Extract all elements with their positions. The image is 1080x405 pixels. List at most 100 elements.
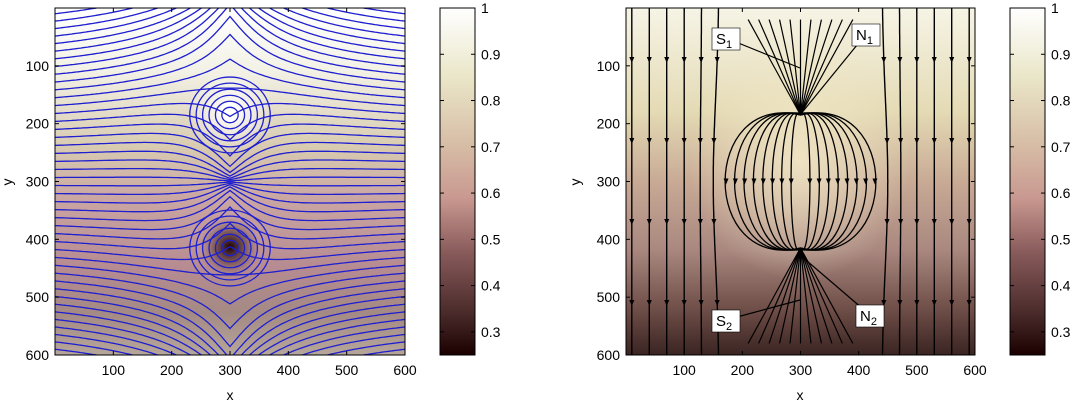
right-arrow-head bbox=[681, 218, 687, 225]
right-arrow-head bbox=[664, 218, 670, 225]
left-ytick-label: 600 bbox=[26, 347, 50, 363]
left-level-line bbox=[55, 150, 405, 177]
right-ytick-label: 300 bbox=[597, 174, 621, 190]
annotation-box bbox=[851, 23, 881, 47]
left-level-lines bbox=[55, 8, 405, 355]
right-inflow-line bbox=[799, 19, 823, 116]
left-level-line bbox=[55, 87, 405, 107]
right-colorbar: 0.3 0.4 0.5 0.6 0.7 0.8 0.9 1 bbox=[1009, 0, 1071, 356]
left-level-line bbox=[55, 318, 405, 355]
right-arrow-head bbox=[931, 218, 937, 225]
left-level-line bbox=[55, 186, 405, 213]
left-colorbar-tick-label: 0.7 bbox=[481, 139, 501, 155]
left-min-contour bbox=[201, 221, 259, 275]
left-level-line bbox=[55, 8, 405, 45]
left-min-contour bbox=[221, 239, 239, 257]
left-xlabel: x bbox=[227, 387, 234, 403]
right-inflow-line bbox=[789, 19, 802, 116]
right-arrow-head bbox=[760, 178, 766, 185]
right-colorbar-tick-label: 0.8 bbox=[1051, 93, 1071, 109]
annotation-sub: 1 bbox=[867, 35, 873, 47]
left-level-line bbox=[55, 295, 405, 355]
left-min-contour bbox=[214, 233, 246, 263]
right-arrow-head bbox=[949, 138, 955, 145]
right-arrow-head bbox=[863, 178, 869, 185]
right-arrow-head bbox=[751, 178, 757, 185]
right-inflow-line bbox=[799, 247, 854, 344]
right-ytick-label: 500 bbox=[597, 289, 621, 305]
right-xtick-label: 400 bbox=[847, 362, 871, 378]
annotation-label: N1 bbox=[856, 27, 873, 47]
right-xtick-label: 300 bbox=[789, 362, 813, 378]
right-arrow-head bbox=[697, 138, 703, 145]
left-min-contour bbox=[189, 209, 271, 287]
right-ytick-label: 100 bbox=[597, 58, 621, 74]
right-arrow-head bbox=[914, 218, 920, 225]
right-inflow-line bbox=[799, 247, 823, 344]
annotation-sub: 1 bbox=[726, 39, 732, 51]
left-level-line bbox=[55, 195, 405, 231]
left-level-line bbox=[55, 264, 405, 305]
right-arrow-head bbox=[816, 178, 822, 185]
left-max-contour bbox=[189, 76, 271, 154]
right-streamline bbox=[881, 8, 889, 355]
left-ytick-label: 400 bbox=[26, 231, 50, 247]
right-arrow-head bbox=[681, 299, 687, 306]
right-plot-area bbox=[626, 8, 975, 355]
left-level-line bbox=[55, 189, 405, 222]
right-arrow-head bbox=[714, 57, 720, 64]
right-arrow-head bbox=[723, 178, 729, 185]
left-level-line bbox=[55, 245, 405, 261]
left-max-contour bbox=[214, 100, 246, 130]
left-level-line bbox=[55, 113, 405, 141]
left-xtick-label: 100 bbox=[102, 362, 126, 378]
right-arrows bbox=[629, 57, 972, 306]
right-inflow-line bbox=[799, 247, 843, 344]
right-inflow-line bbox=[778, 247, 802, 344]
right-arrow-head bbox=[681, 138, 687, 145]
left-level-line bbox=[55, 8, 405, 60]
right-inflow-line bbox=[799, 247, 812, 344]
left-max-contour bbox=[201, 88, 259, 142]
right-inflow-line bbox=[747, 19, 802, 116]
right-arrow-head bbox=[966, 57, 972, 64]
right-inflow-line bbox=[799, 19, 833, 116]
left-level-line bbox=[55, 159, 405, 179]
right-arrow-head bbox=[629, 138, 635, 145]
left-level-line bbox=[55, 132, 405, 168]
left-xtick-label: 300 bbox=[218, 362, 242, 378]
right-colorbar-tick-label: 0.4 bbox=[1051, 278, 1071, 294]
right-arrow-head bbox=[697, 218, 703, 225]
left-colorbar-tick-label: 0.4 bbox=[481, 278, 501, 294]
annotation-main: S bbox=[716, 313, 726, 330]
right-colorbar-gradient bbox=[1009, 7, 1046, 356]
left-ytick-label: 100 bbox=[26, 58, 50, 74]
right-arrow-head bbox=[825, 178, 831, 185]
right-ytick-label: 600 bbox=[597, 347, 621, 363]
right-arrow-head bbox=[881, 57, 887, 64]
left-level-line bbox=[55, 176, 405, 182]
right-xtick-label: 100 bbox=[672, 362, 696, 378]
right-colorbar-tick-label: 0.9 bbox=[1051, 46, 1071, 62]
right-arrow-head bbox=[629, 218, 635, 225]
left-plot-area bbox=[55, 8, 405, 355]
right-arrow-head bbox=[646, 218, 652, 225]
right-ylabel: y bbox=[567, 179, 583, 186]
left-level-line bbox=[55, 102, 405, 118]
left-colorbar-tick-label: 0.5 bbox=[481, 231, 501, 247]
right-arrow-head bbox=[949, 57, 955, 64]
right-streamlines bbox=[631, 8, 970, 355]
left-level-line bbox=[55, 326, 405, 355]
annotation-box bbox=[711, 27, 741, 51]
right-xtick-label: 500 bbox=[905, 362, 929, 378]
right-arrow-head bbox=[681, 57, 687, 64]
right-inflow-line bbox=[758, 247, 802, 344]
annotation-leader-line bbox=[799, 33, 867, 116]
right-arrow-head bbox=[714, 299, 720, 306]
right-arrow-head bbox=[897, 57, 903, 64]
right-arrow-head bbox=[966, 138, 972, 145]
right-streamline bbox=[712, 8, 720, 355]
right-colorbar-tick-label: 0.6 bbox=[1051, 185, 1071, 201]
right-arrow-head bbox=[711, 218, 717, 225]
left-level-line bbox=[55, 8, 405, 37]
